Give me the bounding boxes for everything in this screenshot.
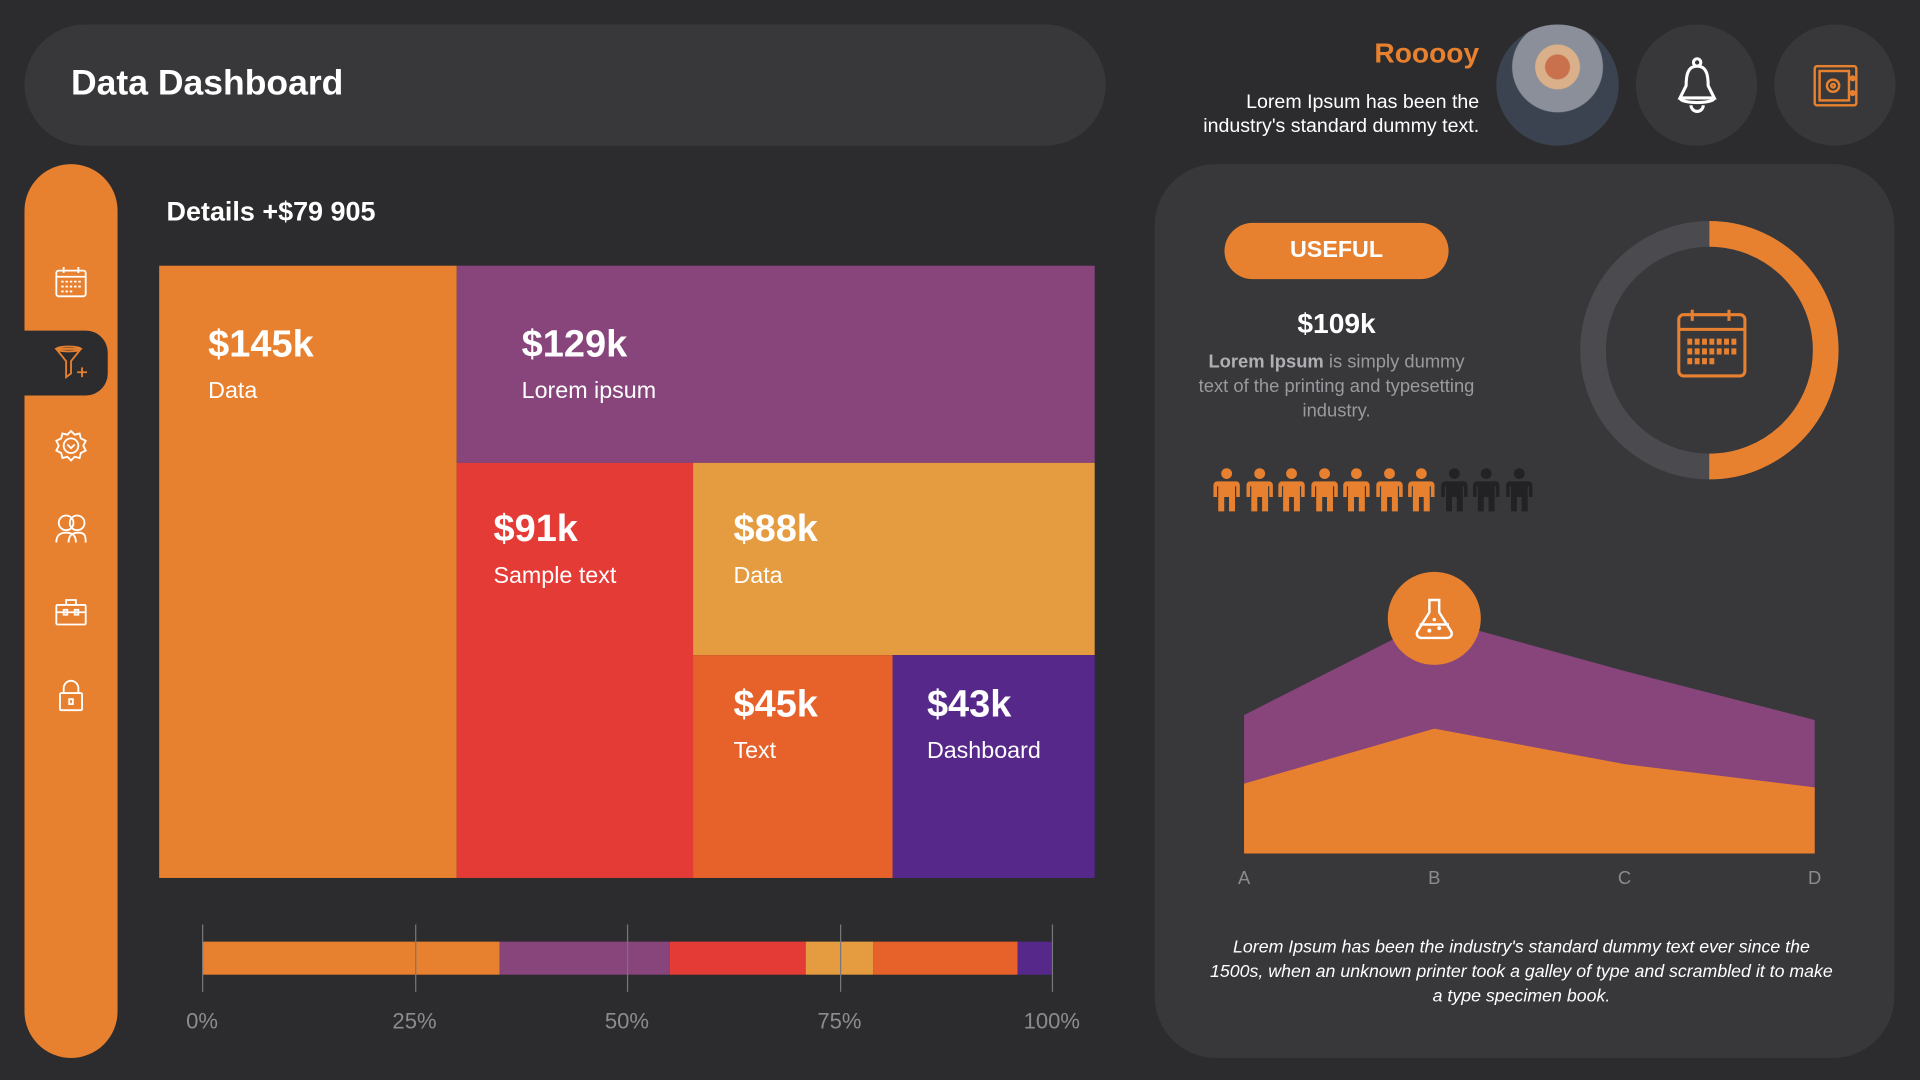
panel-amount: $109k	[1297, 307, 1376, 340]
user-description: Lorem Ipsum has been the industry's stan…	[1203, 91, 1480, 138]
person-icon	[1343, 468, 1370, 512]
right-panel	[1154, 164, 1895, 1058]
sidebar-item-settings[interactable]	[51, 426, 90, 465]
calendar-icon	[55, 266, 87, 298]
tick-line	[839, 924, 841, 992]
treemap-cell[interactable]: $145k Data	[159, 265, 457, 878]
person-icon	[1473, 468, 1500, 512]
person-icon	[1310, 468, 1338, 512]
treemap: $145k Data $129k Lorem ipsum $91k Sample te…	[159, 265, 1095, 878]
bar-segment[interactable]	[669, 941, 806, 975]
gear-icon	[55, 429, 87, 462]
page-title: Data Dashboard	[71, 63, 344, 103]
bar-segment[interactable]	[873, 941, 1018, 975]
person-icon	[1440, 468, 1467, 512]
area-chart: A B C D	[1238, 571, 1821, 888]
donut-chart	[1580, 221, 1839, 480]
treemap-cell[interactable]: $129k Lorem ipsum	[456, 265, 1095, 463]
safe-icon	[1812, 64, 1857, 106]
cell-label: Text	[733, 738, 777, 765]
tick-line	[1051, 924, 1054, 992]
treemap-cell[interactable]: $88k Data	[693, 462, 1095, 656]
useful-badge[interactable]: USEFUL	[1224, 222, 1449, 280]
person-icon	[1505, 468, 1532, 512]
x-tick-label: A	[1238, 867, 1251, 888]
x-tick-label: C	[1618, 867, 1631, 888]
x-tick-label: B	[1428, 867, 1440, 888]
bar-segment[interactable]	[1017, 941, 1052, 975]
lock-icon	[59, 679, 83, 712]
cell-label: Sample text	[493, 563, 617, 589]
tick-label: 50%	[604, 1008, 649, 1034]
treemap-cell[interactable]: $91k Sample text	[456, 462, 694, 878]
panel-text-rest: is simply dummy text of the printing and…	[1198, 351, 1475, 422]
briefcase-icon	[55, 599, 87, 626]
sidebar-item-users[interactable]	[51, 509, 90, 548]
bar-segment[interactable]	[499, 941, 670, 975]
footer-text: Lorem Ipsum has been the industry's stan…	[1210, 937, 1833, 1007]
cell-label: Data	[208, 378, 258, 405]
sidebar-item-portfolio[interactable]	[51, 593, 90, 632]
flask-icon[interactable]	[1387, 571, 1481, 665]
tick-line	[626, 924, 629, 992]
person-icon	[1245, 468, 1273, 512]
users-icon	[55, 514, 87, 543]
header-bar	[24, 24, 1106, 146]
sidebar	[24, 164, 118, 1058]
cell-label: Dashboard	[926, 738, 1041, 765]
tick-label: 100%	[1023, 1008, 1081, 1034]
avatar[interactable]	[1496, 24, 1619, 146]
bell-icon	[1676, 56, 1717, 113]
x-tick-label: D	[1808, 867, 1821, 888]
bar-segment[interactable]	[202, 941, 500, 975]
bar-segment[interactable]	[805, 941, 874, 975]
cell-value: $88k	[733, 506, 818, 550]
treemap-cell[interactable]: $45k Text	[693, 655, 893, 878]
sidebar-item-calendar[interactable]	[51, 262, 90, 301]
cell-value: $45k	[733, 682, 818, 725]
cell-label: Lorem ipsum	[521, 378, 657, 405]
user-name: Rooooy	[1374, 36, 1480, 69]
cell-label: Data	[733, 563, 783, 589]
person-icon	[1408, 468, 1435, 512]
tick-label: 0%	[186, 1008, 218, 1034]
cell-value: $129k	[521, 322, 628, 365]
person-icon	[1213, 468, 1240, 512]
stacked-bar	[202, 941, 1052, 975]
notifications-button[interactable]	[1635, 24, 1758, 146]
tick-line	[414, 924, 416, 992]
person-icon	[1375, 468, 1403, 512]
cell-value: $91k	[493, 506, 578, 550]
panel-text: Lorem Ipsum is simply dummy text of the …	[1194, 350, 1479, 423]
tick-line	[202, 924, 204, 992]
funnel-add-icon	[54, 345, 87, 379]
people-rating	[1212, 468, 1533, 512]
calendar-icon	[1677, 309, 1747, 378]
tick-label: 25%	[392, 1008, 437, 1034]
details-title: Details +$79 905	[166, 195, 376, 227]
cell-value: $145k	[208, 322, 314, 365]
person-icon	[1278, 468, 1305, 512]
treemap-cell[interactable]: $43k Dashboard	[892, 655, 1095, 878]
area-series-2	[1244, 728, 1815, 854]
sidebar-item-filter[interactable]	[51, 343, 90, 382]
safe-button[interactable]	[1774, 24, 1896, 146]
sidebar-item-lock[interactable]	[51, 676, 90, 715]
panel-text-bold: Lorem Ipsum	[1208, 351, 1324, 373]
cell-value: $43k	[926, 682, 1012, 725]
tick-label: 75%	[817, 1008, 862, 1034]
